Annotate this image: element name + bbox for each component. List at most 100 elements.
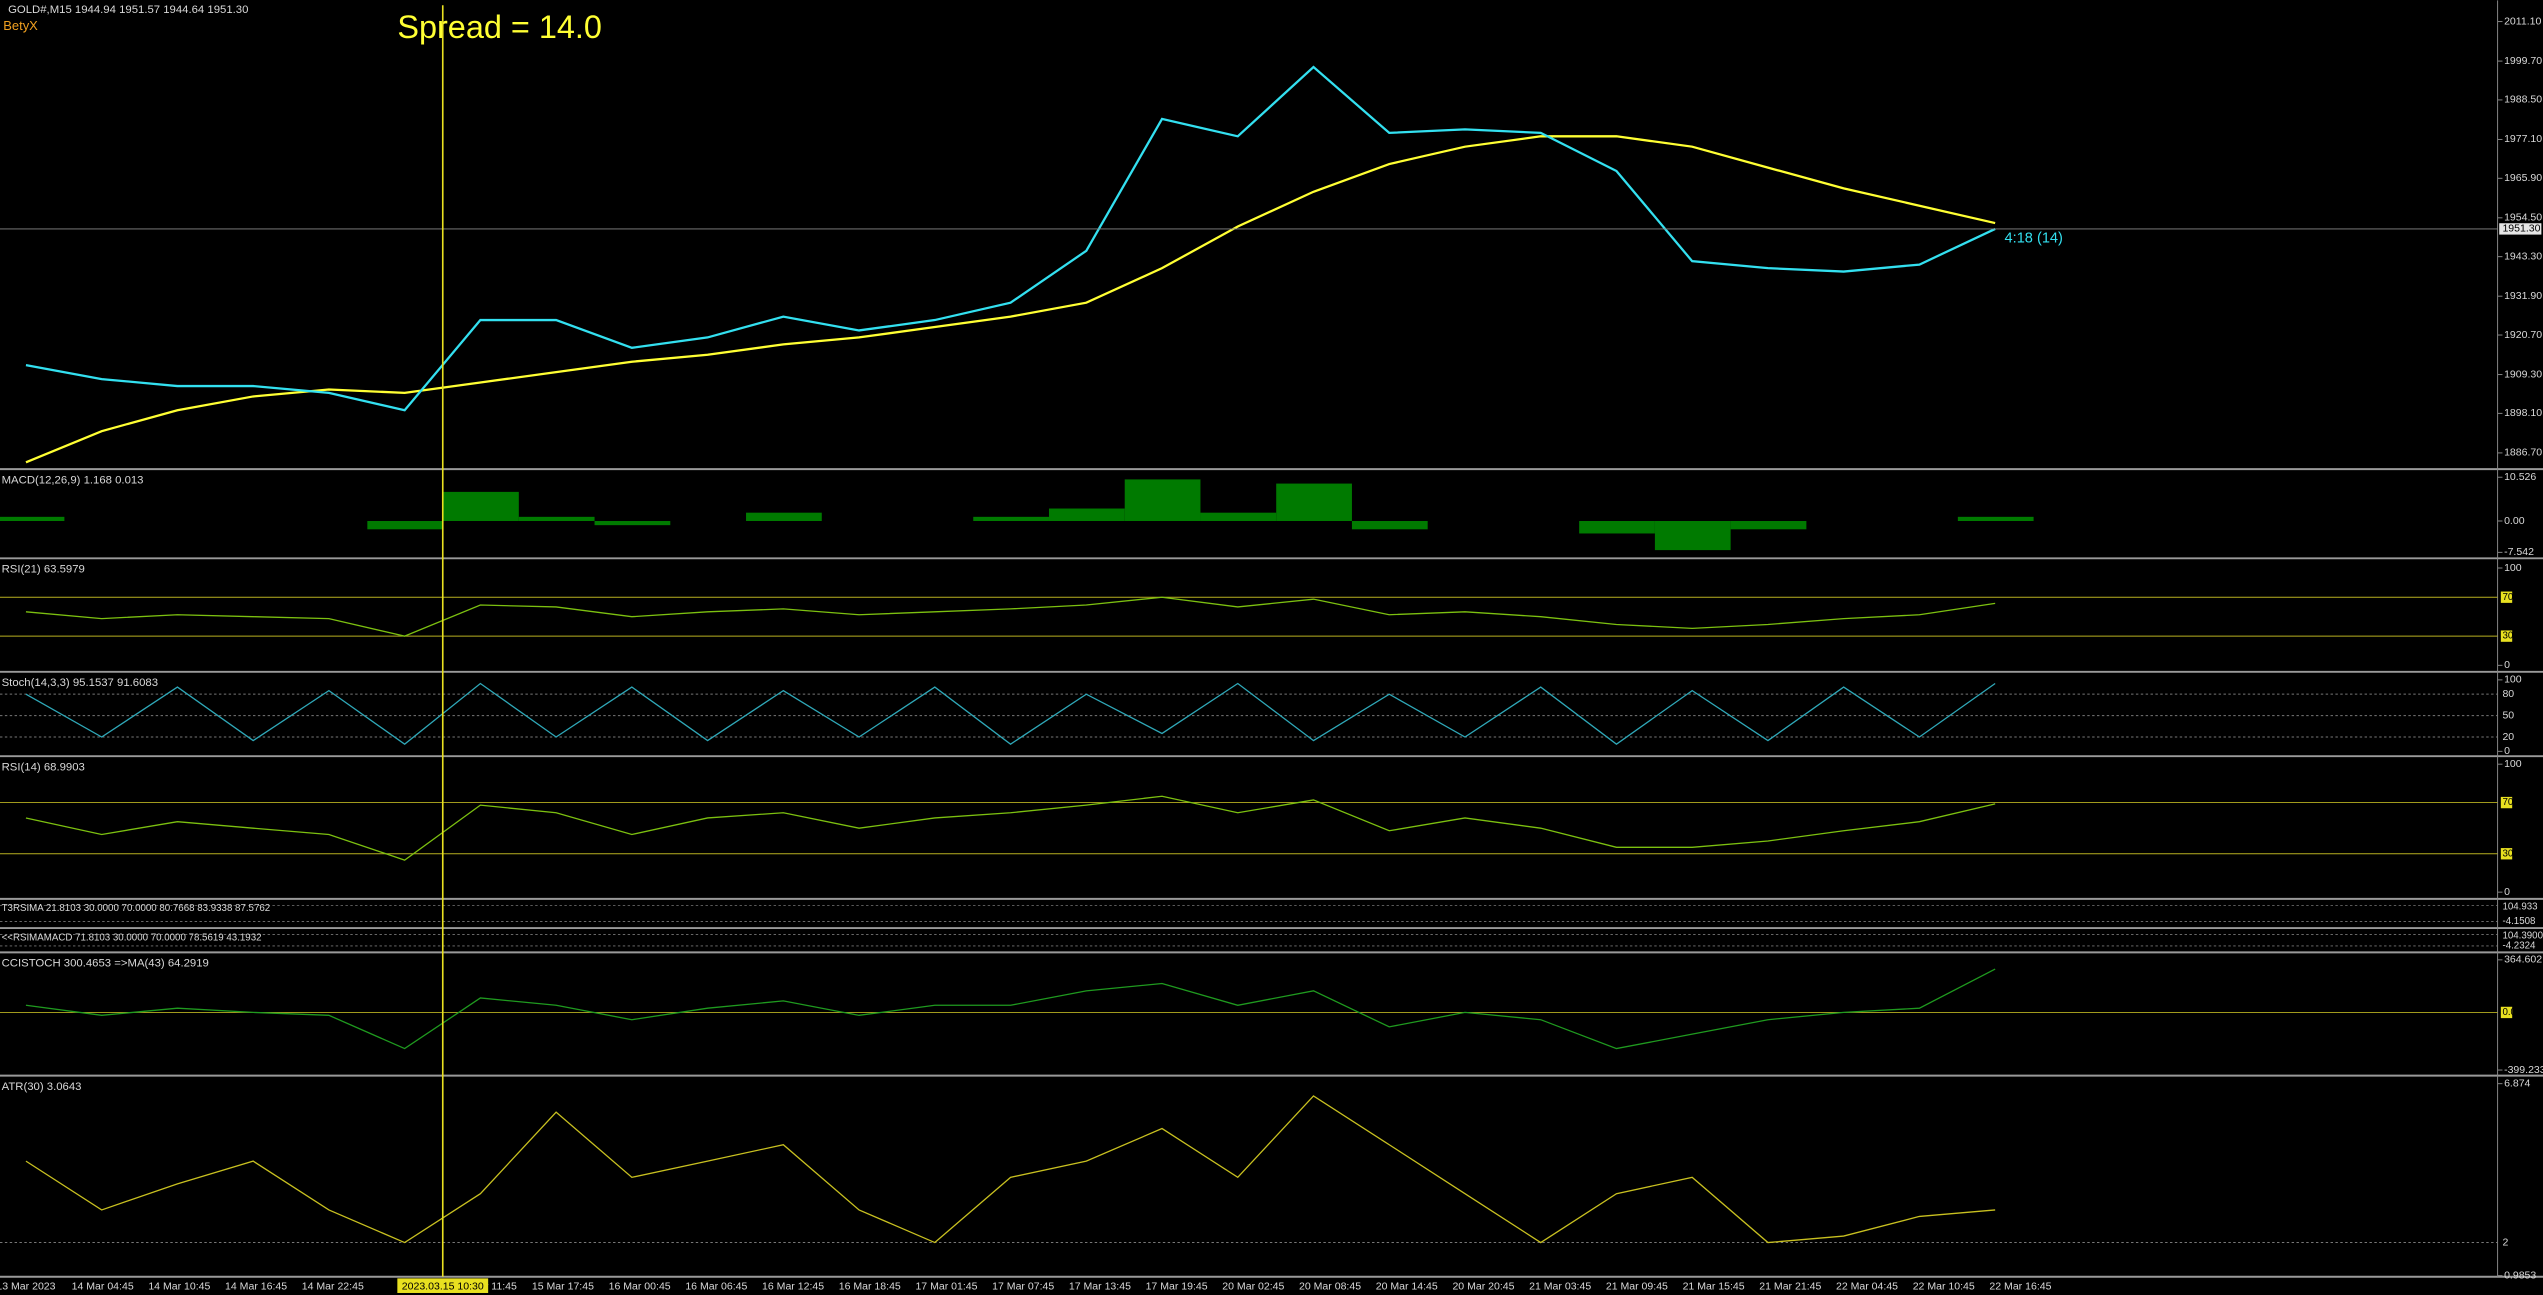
indicator-line (25, 1095, 1996, 1244)
y-tick-label: 1943.30 (2504, 250, 2542, 262)
y-tick-label: 0 (2504, 886, 2510, 898)
histogram-bar (0, 516, 65, 521)
level-label: 30 (2502, 848, 2513, 859)
histogram-bar (443, 491, 519, 521)
histogram-bar (1654, 520, 1731, 551)
histogram-bar (1957, 516, 2034, 521)
y-tick-label: 0.9853 (2504, 1269, 2536, 1281)
y-tick-label: 104.3900 (2502, 931, 2543, 942)
level-label-box (2500, 796, 2513, 809)
time-label: 20 Mar 14:45 (1376, 1280, 1438, 1292)
bar-timer: 4:18 (14) (2005, 231, 2063, 247)
histogram-bar (1351, 520, 1428, 530)
time-label: 17 Mar 07:45 (992, 1280, 1054, 1292)
time-label: 22 Mar 10:45 (1913, 1280, 1975, 1292)
histogram-bar (973, 516, 1049, 521)
time-label: 20 Mar 20:45 (1452, 1280, 1514, 1292)
y-tick-label: 1898.10 (2504, 407, 2542, 419)
time-label: 17 Mar 13:45 (1069, 1280, 1131, 1292)
time-label: 20 Mar 08:45 (1299, 1280, 1361, 1292)
histogram-bar (1200, 512, 1277, 521)
indicator-line (25, 968, 1996, 1050)
y-tick-label: -7.542 (2504, 546, 2534, 558)
y-tick-label: 100 (2504, 562, 2522, 574)
y-tick-label: 1999.70 (2504, 55, 2542, 67)
spread: Spread = 14.0 (397, 9, 602, 45)
y-tick-label: 1954.50 (2504, 212, 2542, 224)
panel-label: Stoch(14,3,3) 95.1537 91.6083 (2, 677, 158, 689)
indicator-line (25, 596, 1996, 637)
time-label: 14 Mar 16:45 (225, 1280, 287, 1292)
indicator-line (25, 135, 1996, 464)
y-tick-label: 1965.90 (2504, 172, 2542, 184)
current-price-label: 1951.30 (2502, 223, 2540, 235)
y-tick-label: 1886.70 (2504, 447, 2542, 459)
level-label-box (2500, 1006, 2513, 1019)
histogram-bar (367, 520, 444, 530)
time-label: 20 Mar 02:45 (1222, 1280, 1284, 1292)
time-label: 14 Mar 04:45 (72, 1280, 134, 1292)
level-label: 2 (2502, 1236, 2508, 1248)
indicator-line (25, 65, 1996, 412)
time-label: 16 Mar 12:45 (762, 1280, 824, 1292)
broker: BetyX (3, 18, 38, 33)
level-label: 80 (2502, 688, 2514, 700)
y-tick-label: -399.233 (2504, 1064, 2543, 1076)
time-label: 22 Mar 16:45 (1989, 1280, 2051, 1292)
histogram-bar (1579, 520, 1655, 534)
y-tick-label: 364.602 (2504, 954, 2542, 966)
time-label: 21 Mar 15:45 (1683, 1280, 1745, 1292)
panel-label: CCISTOCH 300.4653 =>MA(43) 64.2919 (2, 958, 209, 970)
y-tick-label: 2011.10 (2504, 15, 2541, 27)
time-label: 21 Mar 09:45 (1606, 1280, 1668, 1292)
level-label-box (2500, 630, 2513, 642)
crosshair-time: 2023.03.15 10:30 (402, 1280, 484, 1292)
level-label: 30 (2502, 631, 2513, 642)
y-tick-label: 0 (2504, 745, 2510, 757)
y-tick-label: 0.00 (2504, 515, 2525, 527)
y-tick-label: 1920.70 (2504, 329, 2542, 341)
time-label: 16 Mar 00:45 (609, 1280, 671, 1292)
level-label: 50 (2502, 709, 2514, 721)
symbol-info: GOLD#,M15 1944.94 1951.57 1944.64 1951.3… (8, 4, 248, 16)
time-label: 21 Mar 21:45 (1759, 1280, 1821, 1292)
time-label: 17 Mar 19:45 (1146, 1280, 1208, 1292)
y-tick-label: 1988.50 (2504, 94, 2542, 106)
y-tick-label: 6.874 (2504, 1077, 2530, 1089)
histogram-bar (1276, 483, 1352, 521)
level-label: 70 (2502, 797, 2513, 808)
y-tick-label: 100 (2504, 674, 2522, 686)
y-tick-label: 100 (2504, 758, 2522, 770)
y-tick-label: 104.933 (2502, 902, 2537, 913)
time-label: 14 Mar 22:45 (302, 1280, 364, 1292)
histogram-bar (1124, 479, 1201, 521)
panel-label: <<RSIMAMACD 71.8103 30.0000 70.0000 78.5… (2, 932, 262, 943)
level-label-box (2500, 591, 2513, 603)
time-label: 14 Mar 10:45 (148, 1280, 210, 1292)
y-tick-label: 10.526 (2504, 471, 2536, 483)
time-label: 21 Mar 03:45 (1529, 1280, 1591, 1292)
histogram-bar (518, 516, 595, 521)
level-label-box (2500, 848, 2513, 860)
level-label: 20 (2502, 731, 2514, 743)
panel-label: MACD(12,26,9) 1.168 0.013 (2, 474, 144, 486)
y-tick-label: -4.1508 (2502, 916, 2535, 927)
histogram-bar (1730, 520, 1807, 530)
level-label: 0.00 (2502, 1007, 2522, 1018)
time-label: 16 Mar 18:45 (839, 1280, 901, 1292)
time-label: 15 Mar 17:45 (532, 1280, 594, 1292)
histogram-bar (594, 520, 671, 526)
y-tick-label: 1931.90 (2504, 290, 2542, 302)
panel-label: ATR(30) 3.0643 (2, 1081, 82, 1093)
panel-label: T3RSIMA 21.8103 30.0000 70.0000 80.7668 … (2, 903, 271, 914)
indicator-line (25, 682, 1996, 745)
panel-label: RSI(14) 68.9903 (2, 762, 85, 774)
y-tick-label: 0 (2504, 659, 2510, 671)
y-tick-label: -4.2324 (2502, 940, 2536, 951)
time-label: 13 Mar 2023 (0, 1280, 56, 1292)
histogram-bar (746, 512, 822, 521)
y-tick-label: 1977.10 (2504, 133, 2542, 145)
time-label: 17 Mar 01:45 (915, 1280, 977, 1292)
